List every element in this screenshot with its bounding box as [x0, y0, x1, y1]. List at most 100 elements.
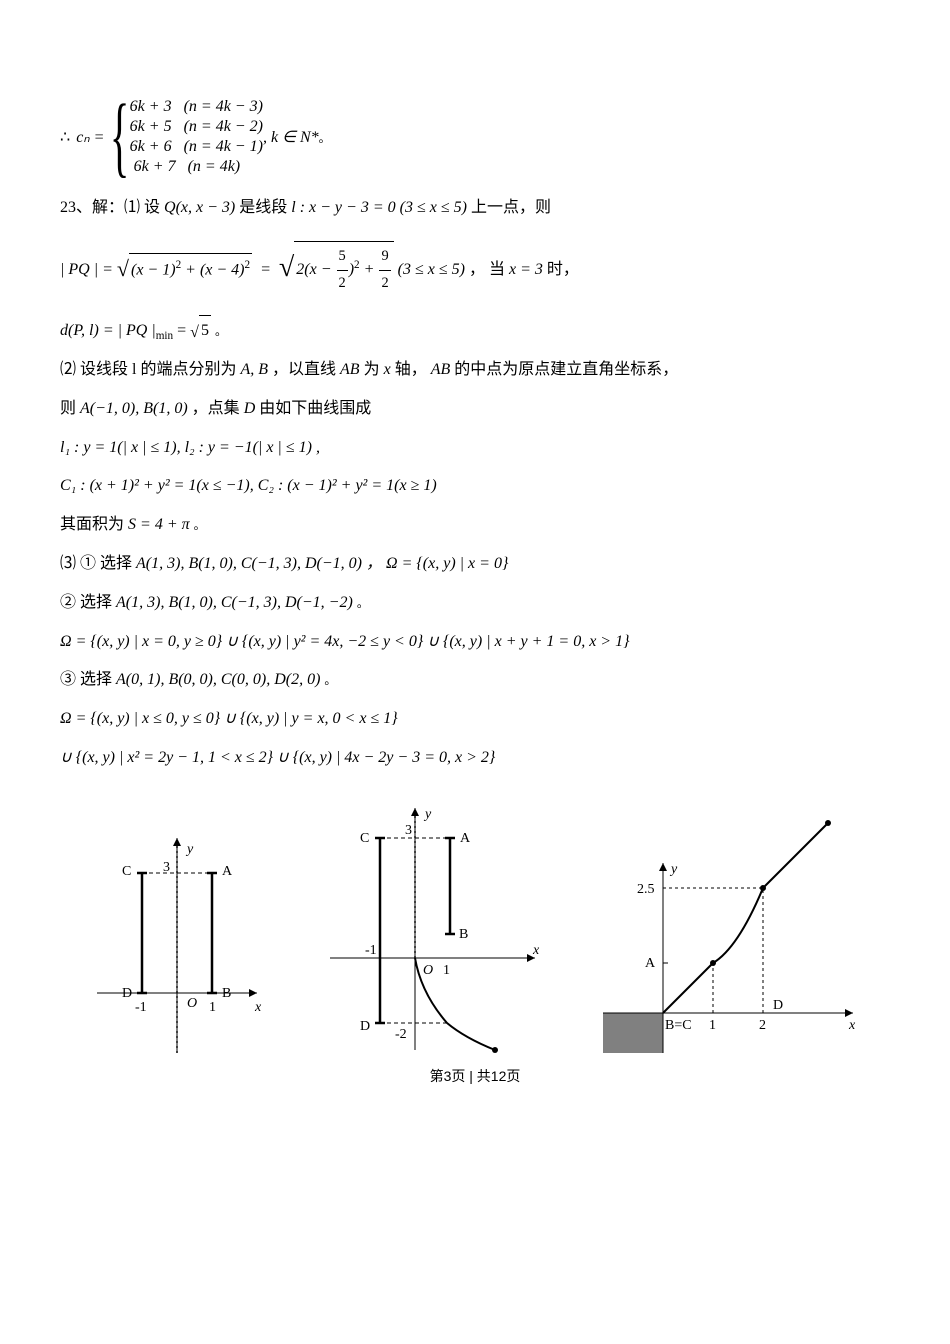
pw-expr-2: 6k + 6: [130, 138, 172, 155]
p2d: AB: [340, 361, 360, 378]
f2d: 2: [379, 271, 390, 297]
p23-omega3a: Ω = {(x, y) | x ≤ 0, y ≤ 0} ∪ {(x, y) | …: [60, 705, 890, 734]
p33a: ③ 选择: [60, 671, 112, 688]
f2-3: 3: [405, 823, 412, 838]
figure-3: x y 1 2 2.5 A D B=C: [603, 853, 863, 1058]
figure-1: O x y -1 1 3 C A D B: [87, 833, 267, 1058]
f1d: 2: [337, 271, 348, 297]
f2-m2: -2: [395, 1027, 407, 1042]
p2b: A, B: [240, 361, 268, 378]
f1-3: 3: [163, 860, 170, 875]
p2g: 轴，: [395, 361, 427, 378]
dpl-b: =: [177, 322, 190, 339]
p23-l1c: 是线段: [239, 199, 287, 216]
f2-x: x: [532, 943, 540, 958]
f2-m1: -1: [365, 943, 377, 958]
pq-eq: =: [260, 261, 271, 278]
f2-y: y: [423, 807, 432, 822]
pw-cond-0: (n = 4k − 3): [184, 98, 263, 115]
p23-l1l2: l₁ : y = 1(| x | ≤ 1), l₂ : y = −1(| x |…: [60, 434, 890, 463]
f1-C: C: [122, 864, 131, 879]
p2i: 的中点为原点建立直角坐标系，: [454, 361, 678, 378]
f1-x: x: [254, 1000, 262, 1015]
pq-r2a: 2(x −: [296, 261, 335, 278]
figures-row: O x y -1 1 3 C A D B: [60, 803, 890, 1058]
therefore: ∴: [60, 127, 70, 147]
p33c: 。: [324, 673, 336, 687]
p23-l1b: Q(x, x − 3): [164, 199, 235, 216]
p23-area: 其面积为 S = 4 + π 。: [60, 511, 890, 540]
f3-x: x: [848, 1018, 856, 1033]
pq-r1a: (x − 1): [131, 261, 176, 278]
p33b: A(0, 1), B(0, 0), C(0, 0), D(2, 0): [116, 671, 320, 688]
area-c: 。: [194, 518, 206, 532]
p23-c1c2: C₁ : (x + 1)² + y² = 1(x ≤ −1), C₂ : (x …: [60, 472, 890, 501]
f2n: 9: [379, 244, 390, 271]
pq-t2: x = 3: [509, 261, 543, 278]
f1n: 5: [337, 244, 348, 271]
piecewise-suffix: , k ∈ N*: [263, 127, 319, 147]
dpl-sub: min: [156, 330, 173, 342]
p32c: 。: [357, 596, 369, 610]
f1-O: O: [187, 996, 197, 1011]
f2-C: C: [360, 831, 369, 846]
f3-1: 1: [709, 1018, 716, 1033]
p23-part2-l2: 则 A(−1, 0), B(1, 0) ，点集 D 由如下曲线围成: [60, 395, 890, 424]
f1-y: y: [185, 842, 194, 857]
f2-B: B: [459, 927, 468, 942]
figure-2: O x y -1 1 3 -2 C A D B: [320, 803, 550, 1058]
p2l2d: D: [244, 400, 256, 417]
piecewise-period: 。: [319, 129, 331, 146]
p2a: ⑵ 设线段 l 的端点分别为: [60, 361, 236, 378]
p2l2a: 则: [60, 400, 76, 417]
pq-lhs: | PQ | =: [60, 261, 113, 278]
p23-p3-2: ② 选择 A(1, 3), B(1, 0), C(−1, 3), D(−1, −…: [60, 589, 890, 618]
p23-line1: 23、解：⑴ 设 Q(x, x − 3) 是线段 l : x − y − 3 =…: [60, 194, 890, 223]
p23-pq: | PQ | = √(x − 1)2 + (x − 4)2 = √2(x − 5…: [60, 241, 890, 297]
pw-cond-3: (n = 4k): [188, 158, 241, 175]
p23-omega2: Ω = {(x, y) | x = 0, y ≥ 0} ∪ {(x, y) | …: [60, 628, 890, 657]
pw-cond-2: (n = 4k − 1): [184, 138, 263, 155]
p2h: AB: [431, 361, 451, 378]
f1-1: 1: [209, 1000, 216, 1015]
p2f: x: [384, 361, 391, 378]
f1-D: D: [122, 986, 132, 1001]
p2e: 为: [364, 361, 380, 378]
pw-expr-0: 6k + 3: [130, 98, 172, 115]
f3-BC: B=C: [665, 1018, 692, 1033]
f1-m1: -1: [135, 1000, 147, 1015]
p32b: A(1, 3), B(1, 0), C(−1, 3), D(−1, −2): [116, 594, 353, 611]
p23-part2: ⑵ 设线段 l 的端点分别为 A, B ，以直线 AB 为 x 轴， AB 的中…: [60, 356, 890, 385]
area-a: 其面积为: [60, 516, 124, 533]
pq-t3: 时，: [547, 261, 579, 278]
p23-l1a: 23、解：⑴ 设: [60, 199, 160, 216]
pq-r2c: +: [360, 261, 379, 278]
page-footer: 第3页 | 共12页: [60, 1066, 890, 1086]
p31c: ， Ω = {(x, y) | x = 0}: [366, 555, 508, 572]
f3-A: A: [645, 956, 656, 971]
area-b: S = 4 + π: [128, 516, 190, 533]
p2l2e: 由如下曲线围成: [259, 400, 371, 417]
f2-A: A: [460, 831, 471, 846]
dpl-a: d(P, l) = | PQ |: [60, 322, 156, 339]
f3-D: D: [773, 998, 783, 1013]
p31a: ⑶ ① 选择: [60, 555, 132, 572]
f1-A: A: [222, 864, 233, 879]
pq-t1: ， 当: [469, 261, 505, 278]
pq-r1b: + (x − 4): [181, 261, 244, 278]
f2-D: D: [360, 1019, 370, 1034]
dpl-end: 。: [215, 324, 227, 338]
f2-1: 1: [443, 963, 450, 978]
p23-omega3b: ∪ {(x, y) | x² = 2y − 1, 1 < x ≤ 2} ∪ {(…: [60, 744, 890, 773]
p23-p3-3: ③ 选择 A(0, 1), B(0, 0), C(0, 0), D(2, 0) …: [60, 666, 890, 695]
dpl-sqrt: 5: [199, 315, 211, 346]
f1-B: B: [222, 986, 231, 1001]
brace-icon: {: [110, 92, 129, 182]
p2l2b: A(−1, 0), B(1, 0): [80, 400, 188, 417]
f2-O: O: [423, 963, 433, 978]
f3-25: 2.5: [637, 882, 655, 897]
piecewise-block: ∴ cₙ = { 6k + 3 (n = 4k − 3) 6k + 5 (n =…: [60, 92, 890, 182]
p23-l1e: 上一点，则: [471, 199, 551, 216]
piecewise-var: cₙ =: [76, 127, 104, 147]
p23-l1d: l : x − y − 3 = 0 (3 ≤ x ≤ 5): [291, 199, 467, 216]
